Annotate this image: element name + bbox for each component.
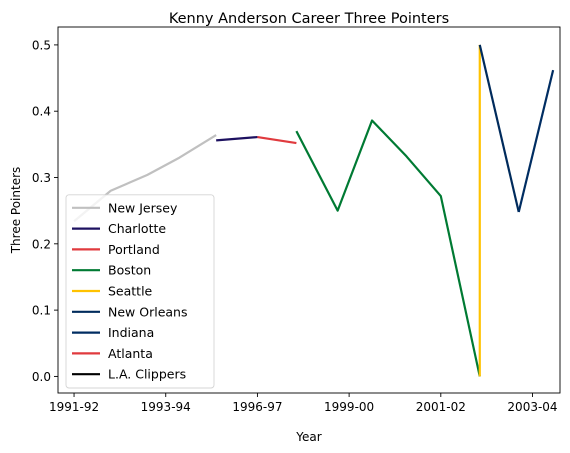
legend-label-4: Seattle bbox=[108, 284, 153, 299]
y-tick-label-5: 0.5 bbox=[32, 38, 51, 52]
x-tick-label-0: 1991-92 bbox=[49, 400, 99, 414]
y-axis: 0.0 0.1 0.2 0.3 0.4 0.5 bbox=[32, 38, 58, 384]
legend-label-8: L.A. Clippers bbox=[108, 367, 186, 382]
x-tick-label-3: 1999-00 bbox=[324, 400, 374, 414]
plot-area-frame bbox=[57, 26, 561, 394]
x-axis-label: Year bbox=[295, 430, 321, 444]
legend-label-1: Charlotte bbox=[108, 221, 166, 236]
series-line-1 bbox=[216, 135, 258, 142]
legend-label-7: Atlanta bbox=[108, 346, 153, 361]
x-tick-label-1: 1993-94 bbox=[141, 400, 191, 414]
y-axis-label: Three Pointers bbox=[9, 167, 23, 255]
series-line-3 bbox=[295, 119, 481, 377]
legend-box bbox=[65, 194, 215, 389]
legend-label-2: Portland bbox=[108, 242, 160, 257]
legend-label-6: Indiana bbox=[108, 325, 154, 340]
series-line-5 bbox=[478, 44, 520, 213]
y-tick-label-1: 0.1 bbox=[32, 304, 51, 318]
y-tick-label-2: 0.2 bbox=[32, 237, 51, 251]
x-tick-label-2: 1996-97 bbox=[232, 400, 282, 414]
legend-label-3: Boston bbox=[108, 263, 151, 278]
x-axis: 1991-92 1993-94 1996-97 1999-00 2001-02 2003-… bbox=[49, 393, 558, 414]
legend: New Jersey Charlotte Portland Boston Seattle… bbox=[65, 194, 215, 389]
legend-label-5: New Orleans bbox=[108, 304, 187, 319]
y-tick-label-3: 0.3 bbox=[32, 171, 51, 185]
chart-title: Kenny Anderson Career Three Pointers bbox=[169, 11, 449, 27]
legend-label-0: New Jersey bbox=[108, 200, 178, 215]
y-tick-label-4: 0.4 bbox=[32, 105, 51, 119]
y-tick-label-0: 0.0 bbox=[32, 370, 51, 384]
series-line-6 bbox=[517, 69, 555, 213]
x-tick-label-5: 2003-04 bbox=[507, 400, 557, 414]
series-line-2 bbox=[257, 135, 297, 145]
x-tick-label-4: 2001-02 bbox=[416, 400, 466, 414]
